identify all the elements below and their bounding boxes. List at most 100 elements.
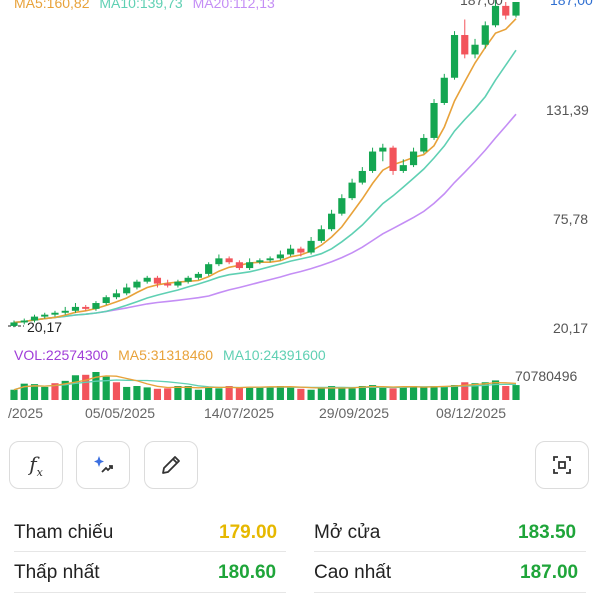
volume-bar	[368, 385, 377, 400]
candle-body	[92, 303, 100, 309]
candle-body	[225, 258, 233, 263]
low-price-label: Thấp nhất	[14, 562, 100, 583]
volume-bar	[328, 386, 336, 400]
x-label-3: 14/07/2025	[204, 405, 275, 421]
ma10-line	[13, 49, 517, 324]
pencil-icon	[162, 456, 180, 474]
volume-bar	[317, 388, 325, 400]
candle-body	[41, 314, 49, 317]
ma5-indicator: MA5:160,82	[14, 0, 90, 11]
candle-body	[420, 137, 428, 152]
volume-bar	[51, 383, 59, 400]
volume-bar	[112, 382, 121, 400]
candle-body	[491, 5, 500, 26]
ma10-indicator: MA10:139,73	[99, 0, 183, 11]
stats-divider	[14, 592, 286, 593]
ma20-line	[13, 113, 517, 324]
x-label-2: 05/05/2025	[85, 405, 156, 421]
vol-ma5: MA5:31318460	[118, 347, 214, 363]
price-tick-1: 131,39	[546, 102, 589, 118]
volume-bar	[276, 386, 284, 400]
candle-body	[297, 248, 305, 253]
candle-body	[143, 277, 151, 282]
ma20-indicator: MA20:112,13	[192, 0, 275, 11]
candle-body	[256, 260, 264, 263]
screenshot-button[interactable]	[535, 441, 589, 489]
volume-bar	[20, 383, 28, 400]
volume-bar	[512, 385, 520, 400]
volume-bar	[225, 386, 233, 400]
candle-body	[368, 151, 377, 171]
volume-legend: VOL:22574300 MA5:31318460 MA10:24391600	[14, 347, 326, 363]
volume-bar	[389, 388, 397, 400]
min-price-marker: 20,17	[27, 319, 63, 335]
volume-bar	[481, 382, 489, 400]
volume-bar	[10, 389, 18, 400]
stats-row-1: Tham chiếu 179.00 Mở cửa 183.50	[0, 512, 600, 552]
candle-body	[51, 312, 59, 315]
draw-button[interactable]	[144, 441, 198, 489]
candle-body	[194, 273, 202, 278]
volume-bar	[461, 382, 469, 400]
top-price-left: 187,00	[460, 0, 503, 8]
volume-bar	[164, 388, 172, 400]
x-label-4: 29/09/2025	[319, 405, 390, 421]
candle-body	[10, 322, 18, 326]
formula-button[interactable]: fx	[9, 441, 63, 489]
candle-body	[399, 165, 407, 171]
volume-bar	[102, 376, 110, 400]
ai-indicator-button[interactable]	[76, 441, 130, 489]
candle-body	[389, 147, 397, 171]
volume-bar	[307, 389, 315, 400]
volume-bar	[491, 380, 500, 400]
top-price-right: 187,00	[550, 0, 593, 8]
candle-body	[348, 182, 356, 199]
stats-row-2: Thấp nhất 180.60 Cao nhất 187.00	[0, 552, 600, 592]
candle-body	[71, 306, 80, 311]
candle-body	[61, 310, 69, 313]
reference-price-value: 179.00	[219, 522, 278, 543]
candle-body	[379, 147, 387, 152]
volume-bar	[256, 386, 264, 400]
ma-legend: MA5:160,82 MA10:139,73 MA20:112,13	[14, 0, 275, 11]
candle-body	[512, 2, 520, 16]
candle-body	[471, 44, 479, 55]
volume-bar	[471, 383, 479, 400]
candle-body	[215, 258, 223, 265]
candle-body	[461, 35, 469, 55]
candle-body	[450, 35, 459, 78]
volume-bar	[133, 386, 141, 400]
x-label-1: /2025	[8, 405, 44, 421]
candle-body	[112, 293, 121, 298]
volume-bar	[399, 386, 407, 400]
volume-bar	[358, 386, 366, 400]
volume-bar	[82, 374, 90, 400]
candle-body	[246, 262, 254, 269]
volume-bar	[30, 384, 39, 400]
volume-bar	[379, 387, 387, 400]
low-price-value: 180.60	[218, 562, 277, 583]
candle-body	[235, 262, 243, 269]
volume-bar	[235, 387, 243, 400]
volume-bar	[266, 386, 274, 400]
volume-bar	[440, 386, 448, 400]
reference-price-label: Tham chiếu	[14, 522, 114, 543]
candle-body	[30, 316, 39, 321]
volume-bar	[205, 386, 213, 400]
price-tick-3: 20,17	[553, 320, 589, 336]
high-price-label: Cao nhất	[314, 562, 392, 583]
candle-body	[307, 240, 315, 253]
candle-body	[102, 297, 110, 304]
candle-body	[440, 77, 448, 103]
volume-bar	[41, 386, 49, 400]
volume-bar	[430, 386, 438, 400]
candle-body	[184, 277, 192, 282]
candlestick-chart[interactable]	[0, 0, 600, 430]
stats-divider	[314, 592, 586, 593]
candle-body	[205, 264, 213, 274]
volume-bar	[338, 386, 346, 400]
volume-bar	[143, 387, 151, 400]
candle-body	[82, 306, 90, 309]
high-price-value: 187.00	[520, 562, 579, 583]
candle-body	[317, 229, 325, 241]
